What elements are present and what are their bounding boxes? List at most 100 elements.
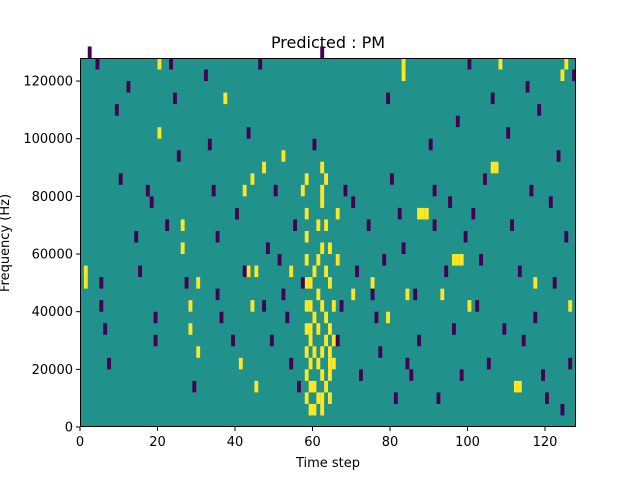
heatmap-cell-low bbox=[390, 173, 394, 185]
heatmap-cell-high bbox=[157, 127, 162, 139]
heatmap-cell-low bbox=[572, 69, 577, 82]
heatmap-cell-high bbox=[188, 300, 193, 312]
heatmap-cell-high bbox=[188, 323, 193, 335]
heatmap-cell-low bbox=[455, 115, 460, 128]
heatmap-cell-low bbox=[145, 184, 150, 197]
heatmap-cell-low bbox=[246, 127, 251, 139]
x-tick-label: 120 bbox=[533, 435, 558, 450]
heatmap-cell-low bbox=[413, 288, 418, 301]
heatmap-cell-high bbox=[328, 346, 332, 358]
heatmap-cell-low bbox=[459, 369, 464, 381]
heatmap-cell-high bbox=[328, 323, 332, 335]
heatmap-cell-low bbox=[378, 346, 383, 358]
heatmap-cell-low bbox=[134, 230, 139, 243]
heatmap-cell-high bbox=[308, 357, 313, 370]
heatmap-cell-high bbox=[304, 254, 309, 266]
heatmap-cell-high bbox=[308, 380, 313, 393]
heatmap-cell-low bbox=[215, 230, 220, 243]
heatmap-cell-high bbox=[312, 265, 317, 278]
heatmap-cell-high bbox=[417, 207, 422, 220]
heatmap-cell-low bbox=[211, 184, 216, 197]
heatmap-cell-high bbox=[467, 300, 472, 312]
heatmap-cell-low bbox=[87, 46, 92, 58]
heatmap-cell-low bbox=[281, 288, 286, 301]
heatmap-cell-high bbox=[312, 380, 317, 393]
heatmap-cell-high bbox=[324, 219, 329, 231]
heatmap-cell-low bbox=[510, 219, 515, 231]
heatmap-cell-high bbox=[320, 346, 325, 358]
heatmap-cell-high bbox=[568, 300, 573, 312]
heatmap-cell-high bbox=[304, 346, 309, 358]
heatmap-cell-low bbox=[521, 334, 526, 347]
heatmap-cell-low bbox=[525, 81, 530, 93]
heatmap-cell-low bbox=[463, 230, 468, 243]
heatmap-cell-high bbox=[401, 69, 406, 82]
heatmap-cell-high bbox=[320, 184, 325, 197]
heatmap-cell-low bbox=[374, 311, 379, 324]
heatmap-cell-low bbox=[297, 380, 301, 393]
heatmap-cell-low bbox=[486, 357, 491, 370]
heatmap-cell-high bbox=[494, 161, 499, 174]
heatmap-cell-low bbox=[219, 311, 224, 324]
heatmap-cell-low bbox=[545, 392, 549, 404]
heatmap-cell-low bbox=[107, 357, 112, 370]
heatmap-cell-high bbox=[514, 380, 518, 393]
heatmap-cell-high bbox=[320, 300, 325, 312]
heatmap-cell-low bbox=[99, 300, 104, 312]
heatmap-cell-low bbox=[382, 254, 387, 266]
heatmap-cell-high bbox=[254, 380, 259, 393]
heatmap-cell-low bbox=[289, 357, 294, 370]
heatmap-cell-low bbox=[366, 219, 371, 231]
heatmap-cell-low bbox=[556, 150, 561, 162]
heatmap-cell-low bbox=[483, 173, 487, 185]
x-tick-label: 80 bbox=[382, 435, 399, 450]
heatmap-cell-high bbox=[324, 311, 329, 324]
heatmap-cell-high bbox=[324, 334, 329, 347]
heatmap-cell-low bbox=[490, 92, 495, 105]
heatmap-cell-high bbox=[312, 403, 317, 416]
heatmap-cell-low bbox=[207, 138, 212, 151]
heatmap-cell-high bbox=[320, 242, 325, 255]
heatmap-cell-high bbox=[455, 254, 460, 266]
heatmap-cell-low bbox=[192, 380, 197, 393]
heatmap-cell-low bbox=[386, 92, 391, 105]
heatmap-cell-high bbox=[440, 288, 445, 301]
heatmap-cell-low bbox=[262, 300, 267, 312]
heatmap-cell-low bbox=[99, 277, 104, 289]
heatmap-cell-high bbox=[83, 277, 88, 289]
heatmap-cell-low bbox=[118, 173, 123, 185]
heatmap-cell-low bbox=[235, 207, 239, 220]
heatmap-cell-low bbox=[467, 58, 472, 70]
heatmap-cell-high bbox=[564, 58, 569, 70]
heatmap-cell-high bbox=[304, 173, 309, 185]
heatmap-cell-low bbox=[153, 334, 158, 347]
heatmap-cell-high bbox=[304, 323, 309, 335]
heatmap-cell-low bbox=[355, 265, 360, 278]
heatmap-cell-high bbox=[316, 254, 321, 266]
heatmap-cell-low bbox=[285, 311, 290, 324]
heatmap-cell-high bbox=[424, 207, 429, 220]
heatmap-cell-low bbox=[529, 184, 534, 197]
heatmap-cell-high bbox=[312, 346, 317, 358]
heatmap-cell-high bbox=[331, 357, 336, 370]
y-axis: 0 20000 40000 60000 80000 100000 120000 bbox=[23, 75, 80, 436]
heatmap-cell-high bbox=[401, 58, 406, 70]
heatmap-cell-high bbox=[335, 254, 340, 266]
heatmap-cell-high bbox=[250, 173, 255, 185]
plot-frame bbox=[80, 58, 576, 427]
heatmap-cell-high bbox=[320, 161, 325, 174]
heatmap-cell-low bbox=[277, 254, 282, 266]
heatmap-cell-high bbox=[83, 265, 88, 278]
x-tick-label: 60 bbox=[304, 435, 321, 450]
heatmap-cell-high bbox=[304, 392, 309, 404]
heatmap-cell-low bbox=[409, 369, 414, 381]
heatmap-cell-low bbox=[370, 288, 375, 301]
heatmap-cell-low bbox=[339, 300, 344, 312]
heatmap-cell-low bbox=[153, 311, 158, 324]
heatmap-cell-high bbox=[180, 219, 185, 231]
heatmap-cell-high bbox=[560, 69, 565, 82]
heatmap-cell-low bbox=[405, 357, 410, 370]
heatmap-cell-high bbox=[316, 357, 321, 370]
heatmap-cell-high bbox=[459, 254, 464, 266]
